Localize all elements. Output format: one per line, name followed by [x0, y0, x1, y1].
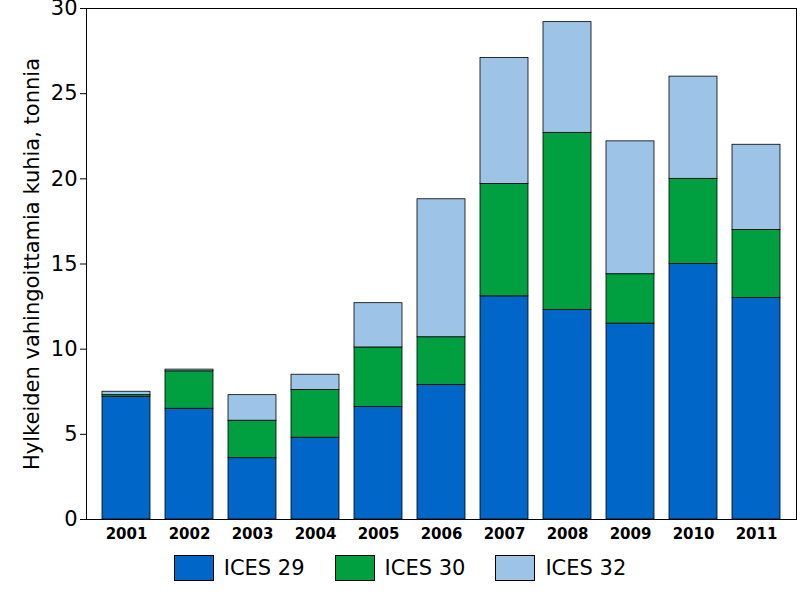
svg-text:10: 10 — [51, 337, 78, 361]
html-text:ICES 30: ICES 30 — [384, 556, 466, 580]
svg-text:2011: 2011 — [736, 525, 778, 543]
svg-text:2003: 2003 — [232, 525, 274, 543]
svg-text:15: 15 — [51, 252, 78, 276]
svg-text:2009: 2009 — [610, 525, 652, 543]
svg-text:2006: 2006 — [421, 525, 463, 543]
svg-text:2008: 2008 — [547, 525, 589, 543]
html-text:ICES 32: ICES 32 — [545, 556, 627, 580]
svg-text:2007: 2007 — [484, 525, 526, 543]
svg-text:20: 20 — [51, 167, 78, 191]
svg-text:Hylkeiden vahingoittamia kuhia: Hylkeiden vahingoittamia kuhia, tonnia — [20, 58, 44, 470]
svg-text:2002: 2002 — [169, 525, 211, 543]
svg-text:2005: 2005 — [358, 525, 400, 543]
svg-text:5: 5 — [64, 422, 77, 446]
svg-text:2010: 2010 — [673, 525, 715, 543]
html-text:ICES 29: ICES 29 — [223, 556, 305, 580]
svg-text:2004: 2004 — [295, 525, 337, 543]
svg-text:25: 25 — [51, 81, 78, 105]
svg-text:0: 0 — [64, 507, 77, 531]
svg-text:2001: 2001 — [106, 525, 148, 543]
svg-text:30: 30 — [51, 0, 78, 20]
